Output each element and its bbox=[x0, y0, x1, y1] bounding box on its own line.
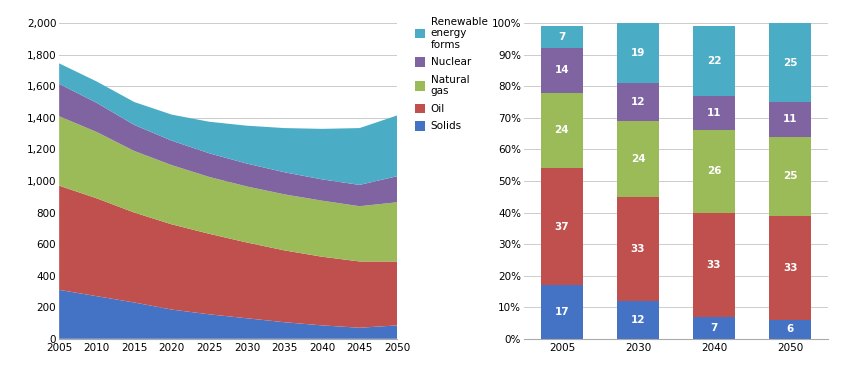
Bar bbox=[692, 131, 734, 213]
Text: 25: 25 bbox=[782, 171, 797, 181]
Bar bbox=[540, 168, 582, 285]
Text: 11: 11 bbox=[782, 114, 797, 124]
Bar bbox=[692, 213, 734, 317]
Text: 11: 11 bbox=[706, 108, 721, 118]
Bar bbox=[540, 285, 582, 339]
Text: 7: 7 bbox=[710, 323, 717, 333]
Text: 7: 7 bbox=[558, 32, 565, 42]
Bar bbox=[616, 83, 658, 121]
Bar bbox=[540, 26, 582, 49]
Text: 25: 25 bbox=[782, 58, 797, 67]
Text: 37: 37 bbox=[554, 222, 569, 232]
Text: 33: 33 bbox=[782, 263, 797, 273]
Text: 19: 19 bbox=[630, 48, 645, 58]
Bar bbox=[692, 96, 734, 131]
Text: 33: 33 bbox=[630, 244, 645, 254]
Text: 14: 14 bbox=[554, 65, 569, 75]
Bar bbox=[616, 23, 658, 83]
Text: 12: 12 bbox=[630, 315, 645, 325]
Bar bbox=[692, 317, 734, 339]
Text: 33: 33 bbox=[706, 259, 721, 270]
Bar bbox=[540, 92, 582, 168]
Bar bbox=[692, 26, 734, 96]
Text: 24: 24 bbox=[630, 154, 645, 164]
Text: 6: 6 bbox=[786, 324, 793, 334]
Bar bbox=[616, 301, 658, 339]
Bar bbox=[616, 197, 658, 301]
Text: 12: 12 bbox=[630, 97, 645, 107]
Legend: Renewable
energy
forms, Nuclear, Natural
gas, Oil, Solids: Renewable energy forms, Nuclear, Natural… bbox=[414, 17, 487, 131]
Bar bbox=[616, 121, 658, 197]
Bar bbox=[540, 49, 582, 92]
Text: 26: 26 bbox=[706, 166, 721, 176]
Text: 22: 22 bbox=[706, 56, 721, 66]
Bar bbox=[768, 137, 810, 216]
Bar bbox=[768, 320, 810, 339]
Bar bbox=[768, 102, 810, 137]
Text: 24: 24 bbox=[554, 126, 569, 136]
Bar bbox=[768, 23, 810, 102]
Text: 17: 17 bbox=[554, 307, 569, 317]
Bar bbox=[768, 216, 810, 320]
